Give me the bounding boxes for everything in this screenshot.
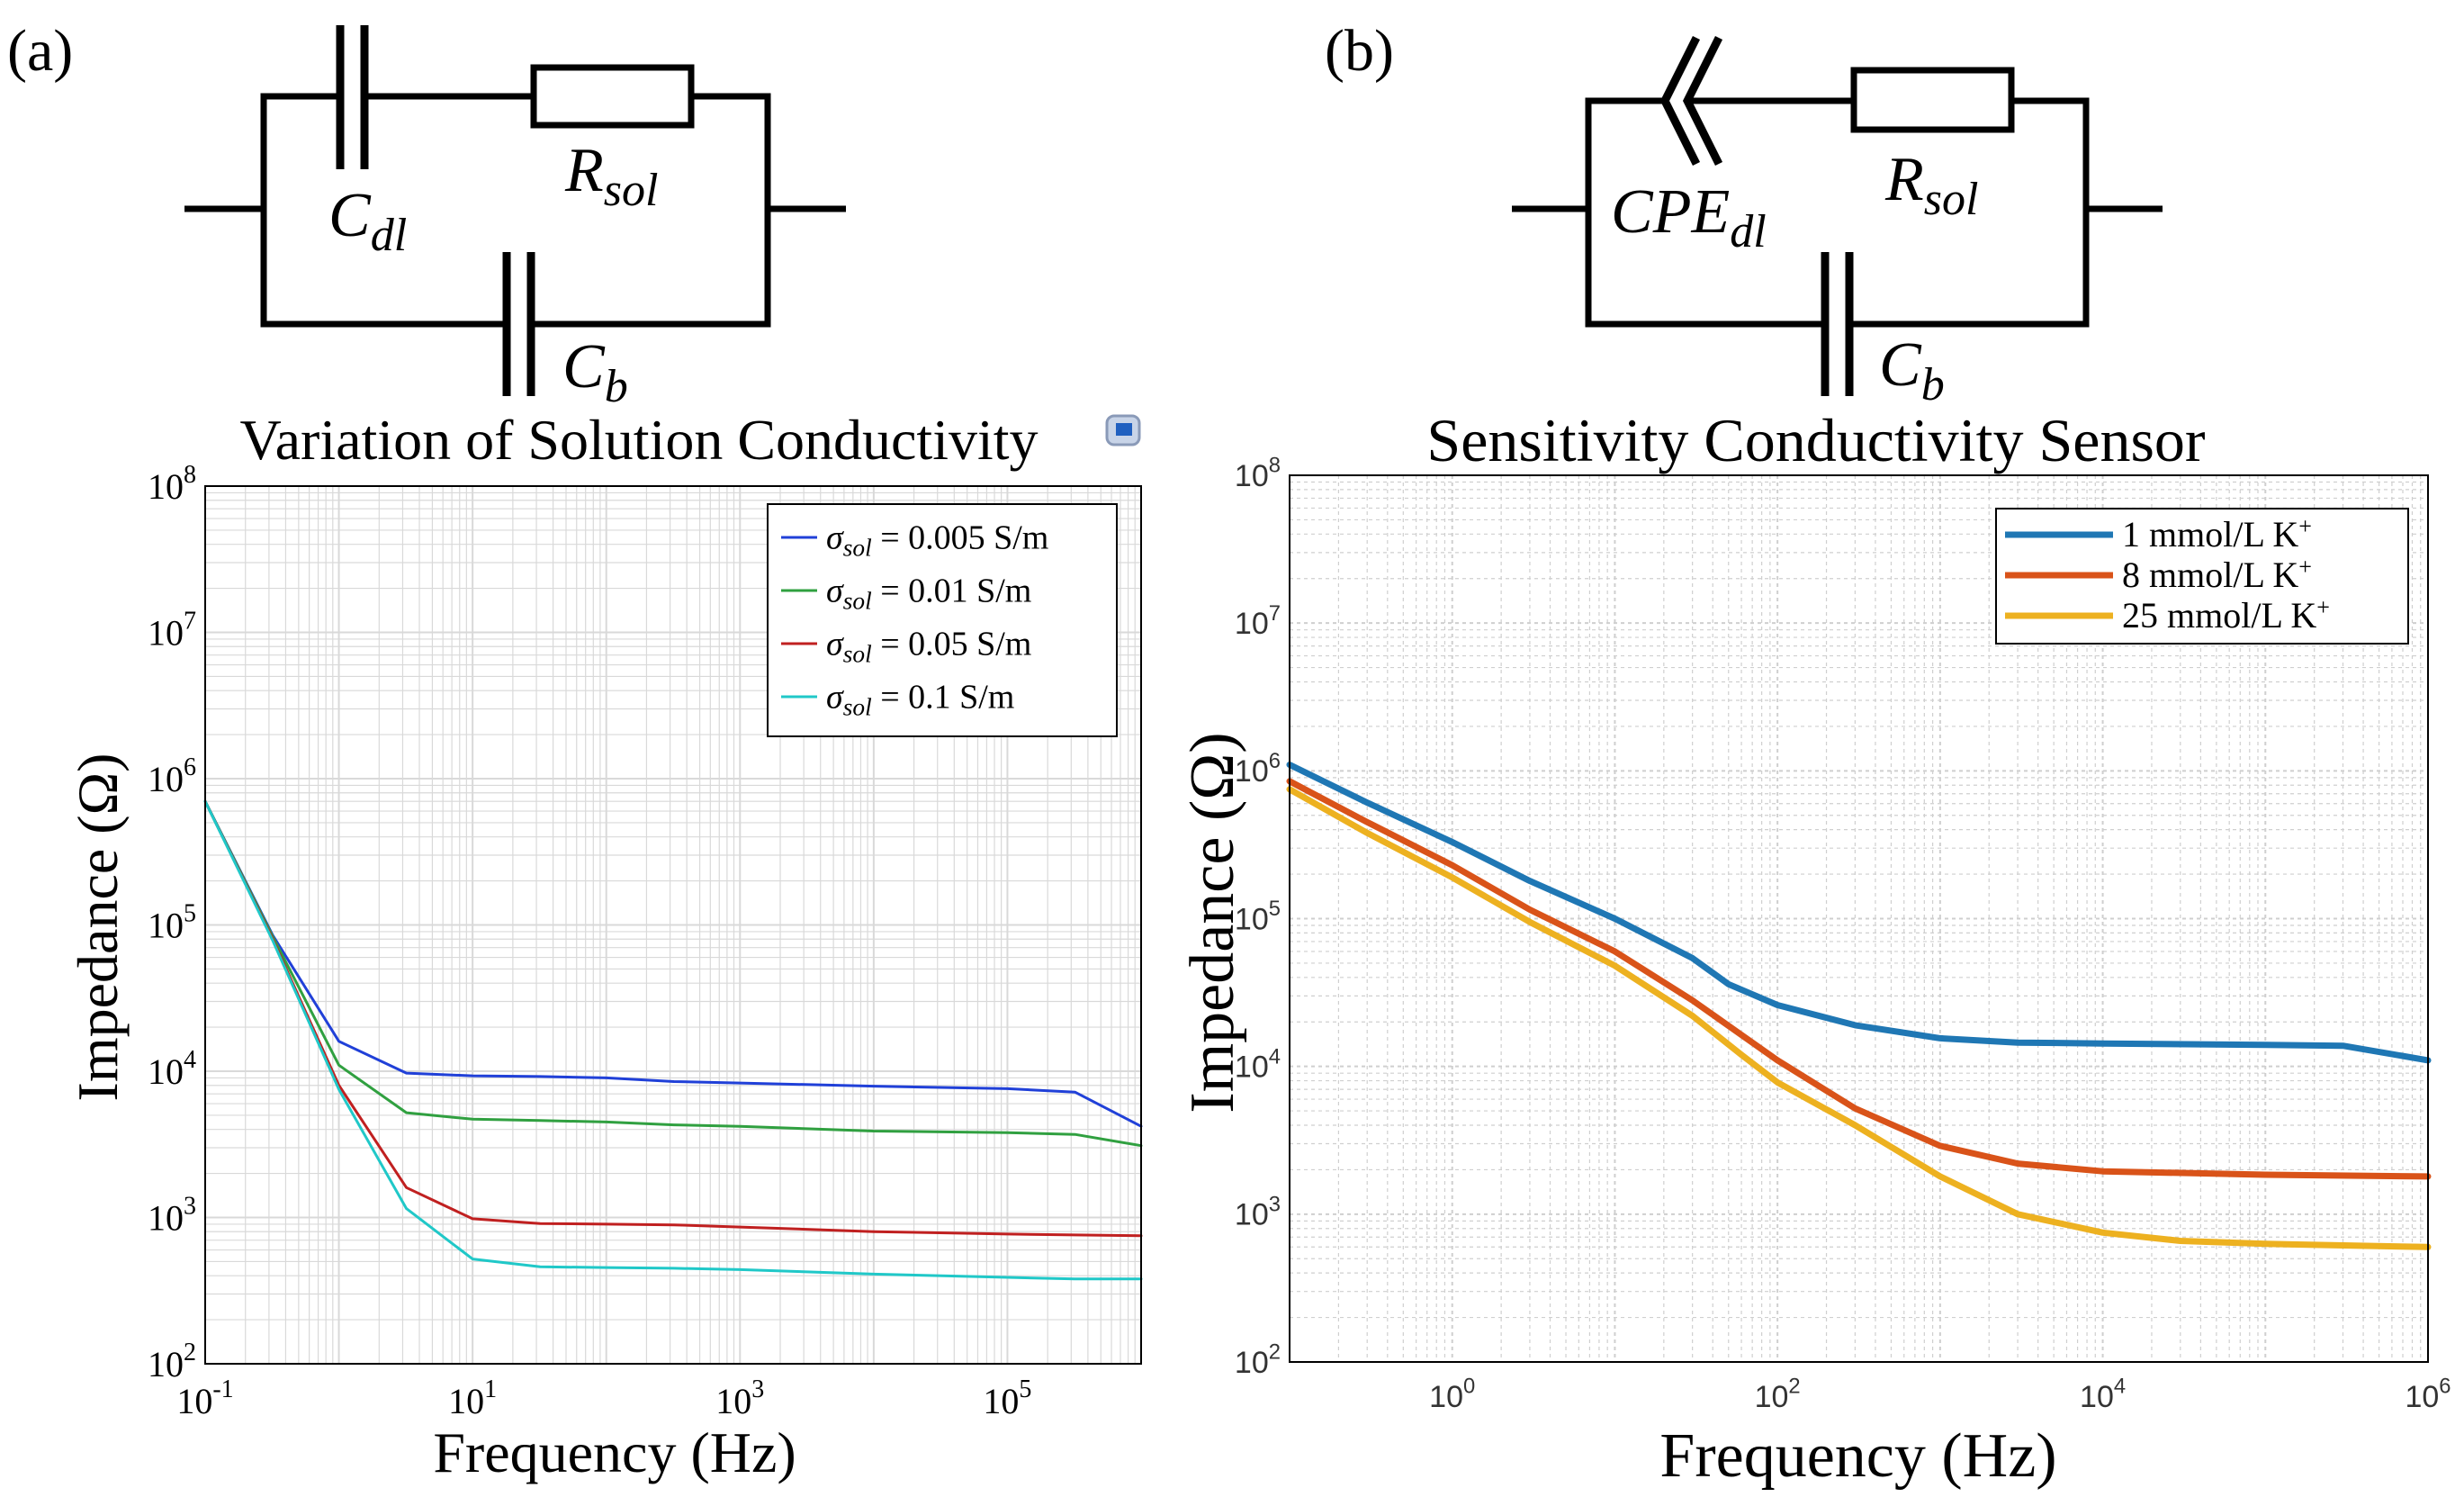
x-tick-label-a: 10-1 <box>176 1375 233 1421</box>
y-tick-label-a: 108 <box>148 461 196 507</box>
panel-b-label: (b) <box>1325 18 1394 84</box>
chart-b-xlabel: Frequency (Hz) <box>1659 1421 2056 1491</box>
chart-b-yticks: 102 103 104 105 106 107 108 <box>1235 454 1281 1380</box>
chart-b-frame <box>1289 474 2429 1363</box>
chart-a-xlabel: Frequency (Hz) <box>433 1420 796 1484</box>
chart-b: Sensitivity Conductivity Sensor 10210310… <box>1178 406 2451 1491</box>
x-tick-label-b: 100 <box>1429 1375 1475 1414</box>
rsol-label-b: Rsol <box>1884 145 1978 225</box>
cdl-label-a: Cdl <box>328 181 407 261</box>
chart-a-xticks: 10-1 101 103 105 <box>176 1375 1031 1421</box>
chart-a-legend: σsol = 0.005 S/m σsol = 0.01 S/m σsol = 0.… <box>767 503 1118 737</box>
panel-b-circuit: (b) CPEdl Rsol Cb <box>1325 18 2163 410</box>
chart-b-ylabel: Impedance (Ω) <box>1178 732 1247 1113</box>
y-tick-label-b: 104 <box>1235 1044 1281 1084</box>
y-tick-label-a: 104 <box>148 1046 196 1092</box>
y-tick-label-a: 107 <box>148 608 196 654</box>
x-tick-label-a: 105 <box>983 1375 1031 1421</box>
chart-a-yticks: 102 103 104 105 106 107 108 <box>148 461 196 1384</box>
cpe-symbol <box>1659 35 1701 167</box>
series-line-a-3 <box>203 799 1143 1238</box>
cb-label-b: Cb <box>1879 330 1945 410</box>
series-line-a-2 <box>203 799 1143 1148</box>
series-line-b-1 <box>1286 762 2432 1064</box>
chart-a: Variation of Solution Conductivity 10210… <box>66 408 1143 1484</box>
legend-label-b-3: 25 mmol/L K+ <box>2122 594 2330 636</box>
series-line-a-1 <box>203 799 1143 1128</box>
legend-label-b-1: 1 mmol/L K+ <box>2122 513 2312 555</box>
y-tick-label-a: 103 <box>148 1193 196 1239</box>
chart-b-lines <box>1286 762 2432 1250</box>
export-icon <box>1105 414 1141 446</box>
y-tick-label-a: 106 <box>148 753 196 799</box>
chart-a-title: Variation of Solution Conductivity <box>239 408 1038 472</box>
panel-a-circuit: (a) Cdl Rsol Cb <box>7 18 846 412</box>
rsol-resistor-b <box>1850 67 2015 133</box>
y-tick-label-b: 107 <box>1235 601 1281 641</box>
cpe-label-b: CPEdl <box>1611 177 1767 257</box>
chart-b-xticks: 100 102 104 106 <box>1429 1375 2451 1414</box>
y-tick-label-b: 102 <box>1235 1340 1281 1380</box>
x-tick-label-b: 102 <box>1755 1375 1801 1414</box>
rsol-label-a: Rsol <box>564 136 658 216</box>
legend-label-a-1: σsol = 0.005 S/m <box>826 519 1048 562</box>
y-tick-label-b: 103 <box>1235 1192 1281 1231</box>
legend-label-a-4: σsol = 0.1 S/m <box>826 679 1014 721</box>
x-tick-label-a: 103 <box>715 1375 764 1421</box>
x-tick-label-b: 104 <box>2080 1375 2126 1414</box>
chart-a-ylabel: Impedance (Ω) <box>66 753 130 1102</box>
series-line-a-4 <box>203 799 1143 1281</box>
y-tick-label-b: 106 <box>1235 749 1281 789</box>
y-tick-label-b: 105 <box>1235 897 1281 936</box>
chart-b-title: Sensitivity Conductivity Sensor <box>1426 406 2205 474</box>
chart-a-lines <box>203 799 1143 1281</box>
cb-label-a: Cb <box>562 332 628 412</box>
x-tick-label-a: 101 <box>448 1375 497 1421</box>
chart-a-frame <box>204 485 1142 1365</box>
series-line-b-3 <box>1286 786 2432 1250</box>
y-tick-label-b: 108 <box>1235 454 1281 493</box>
legend-label-b-2: 8 mmol/L K+ <box>2122 554 2312 595</box>
legend-label-a-3: σsol = 0.05 S/m <box>826 626 1031 668</box>
chart-b-legend: 1 mmol/L K+8 mmol/L K+25 mmol/L K+ <box>1995 508 2409 645</box>
x-tick-label-b: 106 <box>2405 1375 2451 1414</box>
panel-a-label: (a) <box>7 18 73 84</box>
y-tick-label-a: 102 <box>148 1339 196 1384</box>
rsol-resistor-a <box>530 64 695 129</box>
series-line-b-2 <box>1286 778 2432 1180</box>
y-tick-label-a: 105 <box>148 900 196 946</box>
chart-a-legend-box <box>767 503 1118 737</box>
legend-label-a-2: σsol = 0.01 S/m <box>826 573 1031 615</box>
